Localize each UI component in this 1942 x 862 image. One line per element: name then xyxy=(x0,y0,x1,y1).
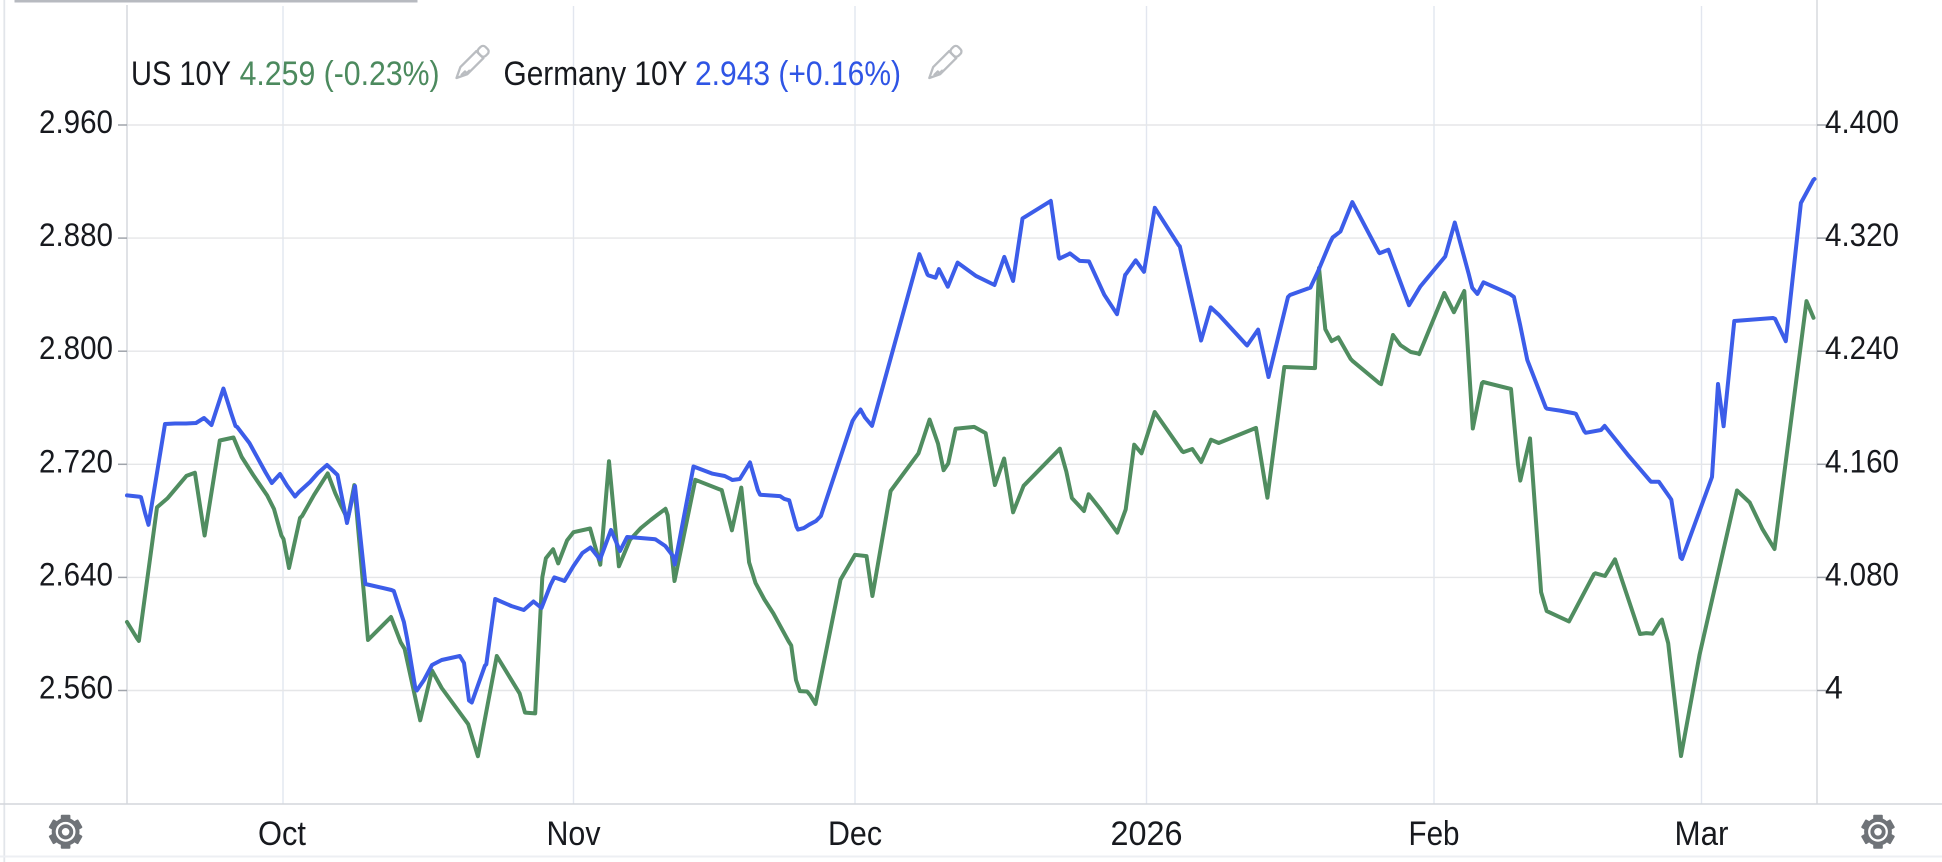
svg-text:US 10Y: US 10Y xyxy=(131,55,231,93)
svg-text:2.880: 2.880 xyxy=(39,217,113,253)
svg-text:4.240: 4.240 xyxy=(1825,330,1899,366)
svg-text:Oct: Oct xyxy=(258,815,306,853)
svg-text:2.720: 2.720 xyxy=(39,443,113,479)
svg-text:4.400: 4.400 xyxy=(1825,104,1899,140)
svg-text:2.640: 2.640 xyxy=(39,556,113,592)
svg-text:4.320: 4.320 xyxy=(1825,217,1899,253)
svg-text:Germany 10Y: Germany 10Y xyxy=(504,55,688,93)
svg-text:4: 4 xyxy=(1825,670,1843,706)
svg-text:4.080: 4.080 xyxy=(1825,556,1899,592)
svg-text:Dec: Dec xyxy=(828,815,882,853)
svg-text:2.943 (+0.16%): 2.943 (+0.16%) xyxy=(695,55,901,93)
svg-text:4.259 (-0.23%): 4.259 (-0.23%) xyxy=(240,55,440,93)
svg-text:4.160: 4.160 xyxy=(1825,443,1899,479)
svg-text:2.560: 2.560 xyxy=(39,670,113,706)
svg-text:Feb: Feb xyxy=(1409,815,1460,853)
svg-text:Nov: Nov xyxy=(547,815,601,853)
svg-text:2.960: 2.960 xyxy=(39,104,113,140)
svg-text:Mar: Mar xyxy=(1675,815,1729,853)
svg-text:2.800: 2.800 xyxy=(39,330,113,366)
svg-text:2026: 2026 xyxy=(1111,815,1183,853)
